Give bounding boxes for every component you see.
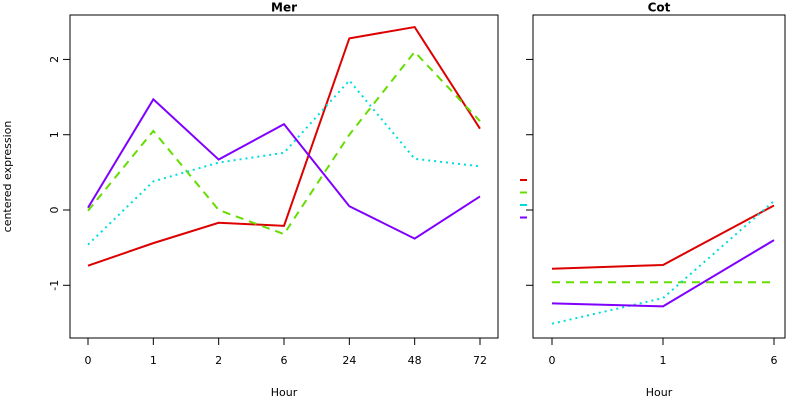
x-tick-label: 24 bbox=[342, 354, 356, 367]
series-line bbox=[87, 25, 481, 267]
panel-title: Cot bbox=[648, 1, 671, 15]
x-axis-label: Hour bbox=[646, 386, 673, 399]
y-tick-label: 0 bbox=[48, 207, 61, 214]
y-tick-label: -1 bbox=[48, 280, 61, 291]
panel-title: Mer bbox=[271, 1, 297, 15]
y-axis-label: centered expression bbox=[1, 121, 14, 233]
x-axis-label: Hour bbox=[271, 386, 298, 399]
series-line bbox=[551, 239, 775, 308]
x-tick-label: 2 bbox=[215, 354, 222, 367]
plot-frame bbox=[532, 14, 786, 339]
x-tick-label: 48 bbox=[408, 354, 422, 367]
x-tick-label: 6 bbox=[281, 354, 288, 367]
series-line bbox=[87, 50, 481, 236]
series-line bbox=[551, 204, 775, 270]
x-tick-label: 0 bbox=[85, 354, 92, 367]
x-tick-label: 72 bbox=[473, 354, 487, 367]
series-line bbox=[551, 200, 775, 325]
x-tick-label: 6 bbox=[771, 354, 778, 367]
series-line bbox=[87, 97, 481, 240]
x-tick-label: 1 bbox=[150, 354, 157, 367]
y-tick-label: 2 bbox=[48, 56, 61, 63]
x-tick-label: 0 bbox=[549, 354, 556, 367]
series-line bbox=[87, 78, 481, 246]
plot-frame bbox=[69, 14, 499, 339]
x-tick-label: 1 bbox=[660, 354, 667, 367]
y-tick-label: 1 bbox=[48, 131, 61, 138]
